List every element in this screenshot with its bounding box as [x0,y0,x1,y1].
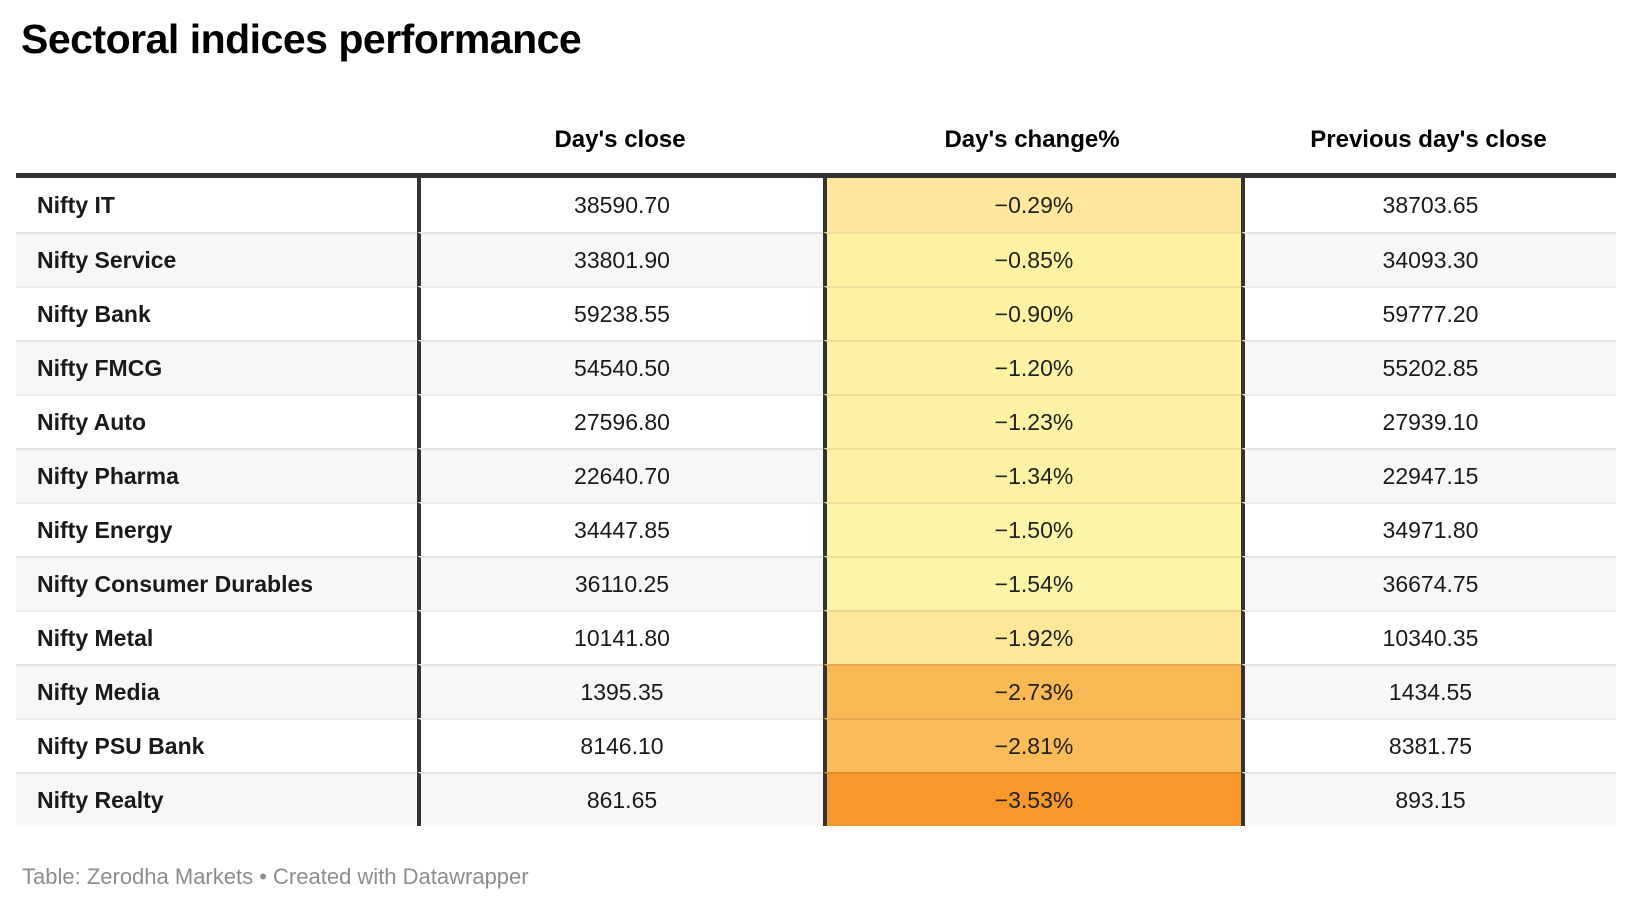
col-header-empty [16,106,417,178]
days-change-heat-cell: −1.34% [823,448,1241,502]
prev-close-cell: 8381.75 [1241,718,1616,772]
days-close-cell: 38590.70 [417,178,823,232]
table-row: Nifty FMCG 54540.50 −1.20% 55202.85 [16,340,1616,394]
days-change-heat-cell: −0.29% [823,178,1241,232]
row-label: Nifty IT [37,191,115,218]
days-change-heat-cell: −3.53% [823,772,1241,826]
prev-close-cell: 1434.55 [1241,664,1616,718]
table-row: Nifty Energy 34447.85 −1.50% 34971.80 [16,502,1616,556]
row-label: Nifty Energy [16,502,417,556]
row-label: Nifty FMCG [16,340,417,394]
col-header-days-change: Day's change% [823,106,1241,178]
days-change-heat-cell: −1.23% [823,394,1241,448]
table-row: Nifty Bank 59238.55 −0.90% 59777.20 [16,286,1616,340]
prev-close-cell: 22947.15 [1241,448,1616,502]
prev-close-cell: 38703.65 [1241,178,1616,232]
days-close-cell: 33801.90 [417,232,823,286]
days-change-heat-cell: −2.73% [823,664,1241,718]
table-row: Nifty IT 38590.70 −0.29% 38703.65 [16,178,1616,232]
table-row: Nifty Consumer Durables 36110.25 −1.54% … [16,556,1616,610]
days-change-heat-cell: −0.90% [823,286,1241,340]
prev-close-cell: 36674.75 [1241,556,1616,610]
days-change-heat-cell: −0.85% [823,232,1241,286]
row-label: Nifty Auto [16,394,417,448]
row-label: Nifty Consumer Durables [16,556,417,610]
prev-close-cell: 893.15 [1241,772,1616,826]
prev-close-cell: 10340.35 [1241,610,1616,664]
prev-close-cell: 34093.30 [1241,232,1616,286]
table-row: Nifty Service 33801.90 −0.85% 34093.30 [16,232,1616,286]
row-label: Nifty PSU Bank [16,718,417,772]
table-row: Nifty Realty 861.65 −3.53% 893.15 [16,772,1616,826]
days-close-cell: 22640.70 [417,448,823,502]
prev-close-cell: 27939.10 [1241,394,1616,448]
table-row: Nifty Auto 27596.80 −1.23% 27939.10 [16,394,1616,448]
days-close-cell: 10141.80 [417,610,823,664]
row-label: Nifty Media [16,664,417,718]
days-change-heat-cell: −1.20% [823,340,1241,394]
prev-close-cell: 34971.80 [1241,502,1616,556]
row-label: Nifty Metal [16,610,417,664]
row-label: Nifty Realty [16,772,417,826]
days-close-cell: 59238.55 [417,286,823,340]
days-change-heat-cell: −1.54% [823,556,1241,610]
row-label: Nifty Bank [16,286,417,340]
days-close-cell: 54540.50 [417,340,823,394]
days-change-heat-cell: −1.50% [823,502,1241,556]
table-row: Nifty Pharma 22640.70 −1.34% 22947.15 [16,448,1616,502]
col-header-previous-days-close: Previous day's close [1241,106,1616,178]
days-close-cell: 34447.85 [417,502,823,556]
col-header-days-close: Day's close [417,106,823,178]
attribution-footer: Table: Zerodha Markets • Created with Da… [22,864,529,889]
days-change-heat-cell: −1.92% [823,610,1241,664]
row-label: Nifty Service [16,232,417,286]
table-row: Nifty Media 1395.35 −2.73% 1434.55 [16,664,1616,718]
row-label: Nifty Pharma [16,448,417,502]
table-row: Nifty Metal 10141.80 −1.92% 10340.35 [16,610,1616,664]
days-close-cell: 8146.10 [417,718,823,772]
header-row: Day's close Day's change% Previous day's… [16,106,1616,178]
days-change-heat-cell: −2.81% [823,718,1241,772]
days-close-cell: 861.65 [417,772,823,826]
days-close-cell: 27596.80 [417,394,823,448]
prev-close-cell: 59777.20 [1241,286,1616,340]
sector-performance-table: Day's close Day's change% Previous day's… [16,106,1616,826]
days-close-cell: 36110.25 [417,556,823,610]
page-title: Sectoral indices performance [21,16,582,62]
prev-close-cell: 55202.85 [1241,340,1616,394]
table-row: Nifty PSU Bank 8146.10 −2.81% 8381.75 [16,718,1616,772]
days-close-cell: 1395.35 [417,664,823,718]
